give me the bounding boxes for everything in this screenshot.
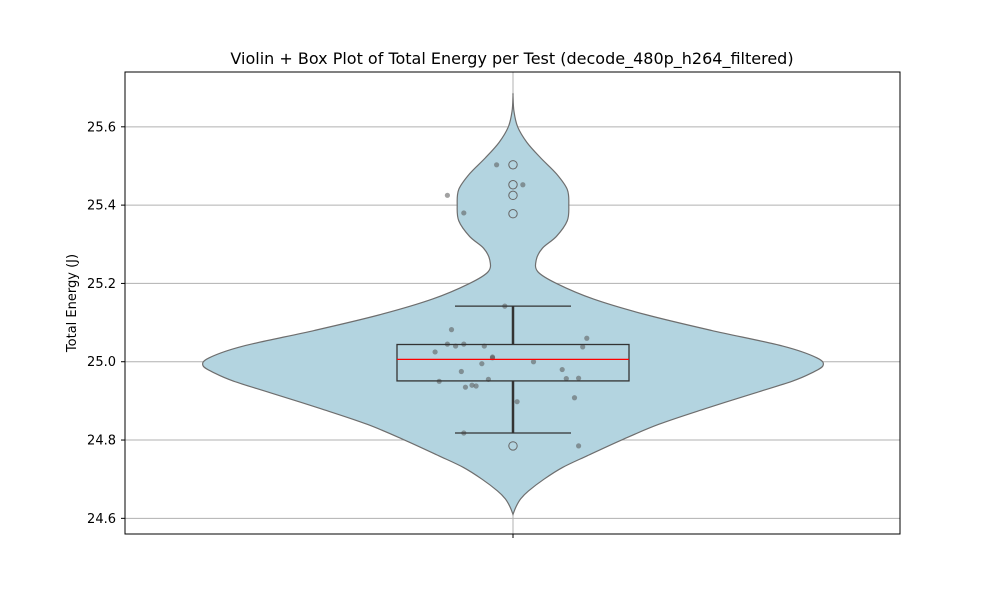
y-tick-label: 25.6 xyxy=(87,120,116,135)
chart-title: Violin + Box Plot of Total Energy per Te… xyxy=(230,49,793,69)
box-layer xyxy=(396,160,630,451)
data-point xyxy=(576,375,582,381)
y-tick-label: 25.0 xyxy=(87,355,116,370)
data-point xyxy=(462,384,469,390)
outlier-point xyxy=(508,441,518,451)
data-point xyxy=(448,327,455,333)
y-tick-label: 25.4 xyxy=(87,199,116,214)
data-point xyxy=(473,383,479,389)
data-point xyxy=(432,349,438,355)
data-point xyxy=(458,368,464,375)
outlier-point xyxy=(508,190,518,201)
outlier-point xyxy=(508,209,518,219)
data-point xyxy=(469,382,475,388)
data-point xyxy=(494,162,500,168)
data-point xyxy=(520,182,526,188)
data-point xyxy=(559,366,565,373)
y-tick-label: 24.8 xyxy=(87,434,116,449)
data-point xyxy=(571,395,578,401)
data-point xyxy=(563,375,569,382)
outlier-point xyxy=(508,180,518,190)
y-axis-label: Total Energy (J) xyxy=(65,254,80,353)
data-point xyxy=(444,192,450,198)
data-point xyxy=(584,335,590,341)
ticks-layer: 24.6 24.8 25.0 25.2 25.4 25.6 xyxy=(87,120,514,538)
data-point xyxy=(576,443,582,449)
box-iqr xyxy=(396,343,630,382)
y-tick-label: 25.2 xyxy=(87,277,116,292)
data-point xyxy=(479,361,485,367)
data-point xyxy=(580,344,586,350)
violin-body xyxy=(201,92,825,517)
y-tick-label: 24.6 xyxy=(87,512,116,527)
data-point xyxy=(461,210,467,216)
data-point xyxy=(530,359,537,365)
violin-layer xyxy=(201,92,825,517)
data-point xyxy=(514,399,520,405)
outlier-point xyxy=(508,160,518,170)
